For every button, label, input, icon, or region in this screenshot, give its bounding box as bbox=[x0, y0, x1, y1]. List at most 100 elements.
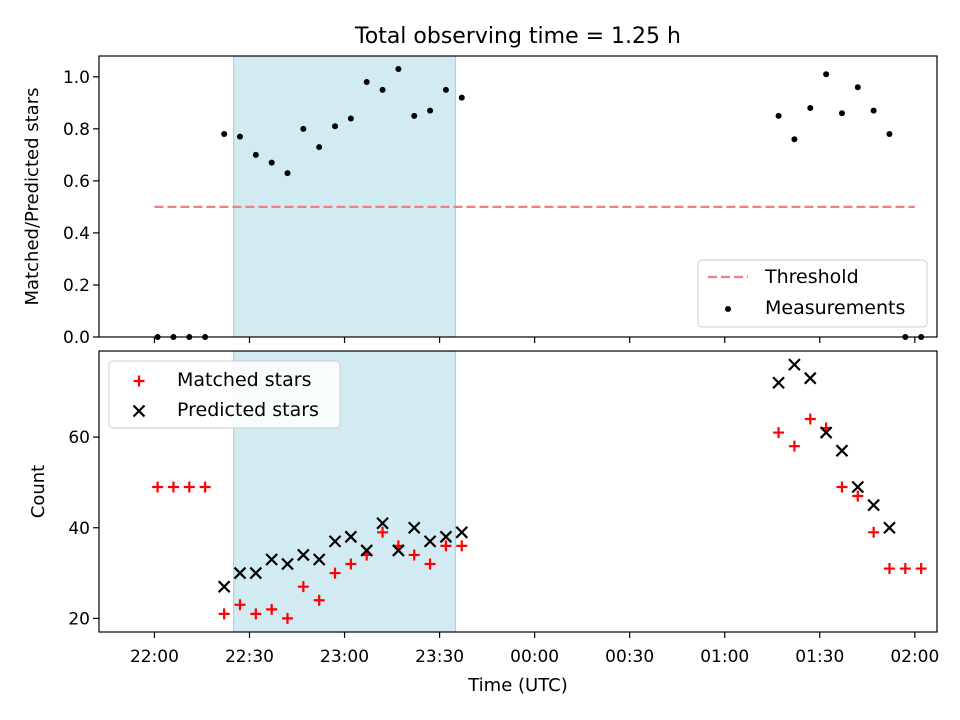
measurement-point bbox=[807, 105, 814, 112]
y-tick-label: 1.0 bbox=[63, 68, 90, 88]
y-tick-label: 40 bbox=[68, 519, 90, 539]
matched-star-point bbox=[868, 526, 880, 538]
predicted-star-point bbox=[344, 530, 358, 544]
predicted-star-point bbox=[233, 566, 247, 580]
measurement-point bbox=[870, 107, 877, 114]
measurement-point bbox=[268, 159, 275, 166]
x-tick-label: 01:00 bbox=[700, 647, 749, 667]
measurement-point bbox=[442, 86, 449, 93]
matched-star-point bbox=[424, 558, 436, 570]
legend-box bbox=[108, 360, 341, 429]
matched-star-point bbox=[836, 481, 848, 493]
matched-star-point bbox=[915, 563, 927, 575]
matched-star-point bbox=[199, 481, 211, 493]
x-tick-label: 00:00 bbox=[510, 647, 559, 667]
predicted-star-point bbox=[328, 535, 342, 548]
measurement-point bbox=[395, 66, 402, 73]
matched-star-point bbox=[218, 608, 230, 620]
legend-label: Matched stars bbox=[177, 369, 311, 391]
measurement-point bbox=[886, 131, 893, 138]
matched-star-point bbox=[167, 481, 179, 493]
predicted-star-point bbox=[360, 544, 373, 557]
chart-title: Total observing time = 1.25 h bbox=[354, 24, 681, 49]
predicted-star-point bbox=[281, 557, 294, 571]
legend-label: Predicted stars bbox=[177, 399, 319, 421]
predicted-star-point bbox=[819, 426, 833, 439]
predicted-star-point bbox=[312, 553, 326, 566]
bottom-axes-frame bbox=[98, 350, 938, 633]
predicted-star-point bbox=[265, 553, 278, 566]
x-tick-label: 01:30 bbox=[795, 647, 844, 667]
matched-star-point bbox=[773, 427, 785, 439]
predicted-star-point bbox=[867, 498, 880, 512]
top-y-axis-label: Matched/Predicted stars bbox=[22, 88, 43, 306]
y-tick-label: 0.4 bbox=[63, 224, 90, 244]
matched-star-point bbox=[282, 612, 294, 624]
predicted-star-point bbox=[883, 521, 896, 535]
y-tick-label: 60 bbox=[68, 428, 90, 448]
top-panel: Total observing time = 1.25 h 0.0 0.2 0.4 0… bbox=[22, 24, 938, 348]
measurement-point bbox=[347, 115, 354, 122]
matched-star-point bbox=[852, 490, 864, 502]
matched-star-point bbox=[234, 599, 246, 611]
matched-star-point bbox=[313, 594, 325, 606]
measurement-point bbox=[316, 144, 323, 151]
legend-measurement-swatch bbox=[725, 306, 731, 312]
predicted-star-point bbox=[439, 530, 453, 544]
matched-star-point bbox=[899, 563, 911, 575]
measurement-point bbox=[458, 94, 465, 101]
predicted-star-point bbox=[851, 480, 865, 494]
x-axis-label: Time (UTC) bbox=[467, 675, 568, 696]
measurement-point bbox=[427, 107, 434, 114]
matched-star-point bbox=[266, 603, 278, 615]
y-tick-label: 0.6 bbox=[63, 172, 90, 192]
measurement-point bbox=[284, 170, 291, 177]
matched-star-point bbox=[250, 608, 262, 620]
predicted-star-point bbox=[423, 535, 437, 548]
shaded-region bbox=[233, 55, 456, 338]
predicted-star-point bbox=[455, 526, 469, 539]
top-legend: Threshold Measurements bbox=[697, 259, 928, 328]
x-tick-label: 23:30 bbox=[415, 647, 464, 667]
predicted-star-point bbox=[249, 566, 263, 580]
measurement-point bbox=[823, 71, 830, 78]
matched-star-point bbox=[408, 549, 420, 561]
predicted-star-point bbox=[407, 521, 421, 535]
legend-label: Threshold bbox=[764, 266, 859, 288]
predicted-star-point bbox=[392, 544, 405, 557]
bottom-y-axis-label: Count bbox=[28, 465, 49, 518]
matched-star-point bbox=[788, 440, 800, 452]
legend-predicted-swatch bbox=[132, 404, 146, 418]
measurement-point bbox=[838, 110, 845, 117]
y-tick-label: 0.0 bbox=[63, 328, 90, 348]
measurement-point bbox=[332, 123, 339, 130]
legend-label: Measurements bbox=[765, 297, 905, 319]
measurement-point bbox=[363, 79, 370, 86]
matched-star-point bbox=[804, 413, 816, 425]
matched-star-point bbox=[440, 540, 452, 552]
predicted-star-point bbox=[803, 371, 817, 385]
matched-star-point bbox=[297, 581, 309, 593]
y-tick-label: 0.8 bbox=[63, 120, 90, 140]
predicted-star-point bbox=[217, 580, 231, 593]
measurement-point bbox=[300, 125, 307, 132]
matched-star-point bbox=[183, 481, 195, 493]
measurement-point bbox=[221, 131, 228, 138]
matched-star-point bbox=[883, 563, 895, 575]
x-tick-label: 22:00 bbox=[130, 647, 179, 667]
x-tick-label: 00:30 bbox=[605, 647, 654, 667]
top-axes-frame bbox=[98, 55, 938, 338]
measurement-point bbox=[854, 84, 861, 91]
measurement-point bbox=[379, 86, 386, 93]
predicted-star-point bbox=[835, 444, 849, 457]
matched-star-point bbox=[152, 481, 164, 493]
measurement-point bbox=[252, 151, 259, 158]
y-tick-label: 0.2 bbox=[63, 276, 90, 296]
predicted-star-point bbox=[376, 516, 389, 530]
predicted-star-point bbox=[788, 358, 801, 371]
measurement-point bbox=[775, 112, 782, 119]
predicted-star-point bbox=[297, 548, 310, 562]
x-tick-label: 23:00 bbox=[320, 647, 369, 667]
bottom-panel: 20 40 60 22:00 22:30 23:00 23:30 00:00 00:30 01:… bbox=[28, 350, 939, 696]
